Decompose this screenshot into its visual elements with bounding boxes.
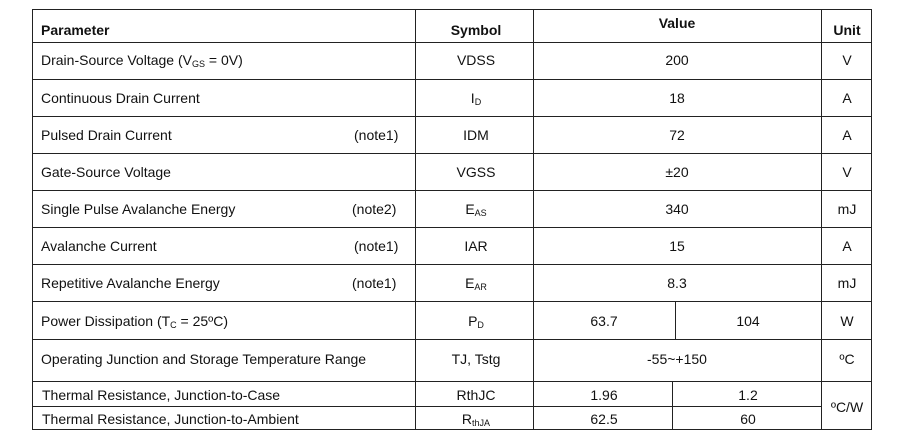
symbol-eas: EAS — [465, 201, 487, 218]
value-vdss: 200 — [665, 52, 689, 68]
header-unit: Unit — [833, 22, 861, 38]
param-repetitive-avalanche-energy: Repetitive Avalanche Energy — [41, 275, 220, 291]
unit-iar: A — [842, 238, 852, 254]
header-parameter: Parameter — [41, 22, 110, 38]
value-id: 18 — [669, 90, 685, 106]
header-symbol: Symbol — [450, 22, 502, 38]
row-divider — [32, 153, 872, 154]
value-rthjc-b: 1.2 — [738, 387, 758, 403]
param-avalanche-current: Avalanche Current — [41, 238, 157, 254]
symbol-id: ID — [470, 90, 482, 107]
symbol-iar: IAR — [464, 238, 488, 254]
table-border — [32, 9, 33, 430]
symbol-rthjc: RthJC — [456, 387, 496, 403]
param-gate-source-voltage: Gate-Source Voltage — [41, 164, 171, 180]
symbol-idm: IDM — [463, 127, 489, 143]
value-pd-b: 104 — [736, 313, 760, 329]
row-divider — [32, 116, 872, 117]
column-divider — [821, 9, 822, 430]
note-pulsed-drain-current: (note1) — [354, 127, 399, 143]
unit-thermal-resistance: ºC/W — [830, 399, 864, 415]
param-pulsed-drain-current: Pulsed Drain Current — [41, 127, 172, 143]
symbol-pd: PD — [468, 313, 484, 330]
unit-idm: A — [842, 127, 852, 143]
value-eas: 340 — [665, 201, 689, 217]
param-thermal-resistance-case: Thermal Resistance, Junction-to-Case — [42, 387, 281, 403]
note-avalanche-current: (note1) — [354, 238, 399, 254]
symbol-rthja: RthJA — [461, 411, 491, 428]
row-divider — [32, 339, 872, 340]
param-continuous-drain-current: Continuous Drain Current — [41, 90, 200, 106]
value-rthja-a: 62.5 — [590, 411, 618, 427]
column-divider — [415, 9, 416, 430]
note-single-pulse-avalanche-energy: (note2) — [352, 201, 397, 217]
param-operating-temperature-range: Operating Junction and Storage Temperatu… — [41, 351, 367, 367]
row-divider — [32, 406, 821, 407]
symbol-ear: EAR — [465, 275, 487, 292]
row-divider — [32, 190, 872, 191]
row-divider — [32, 227, 872, 228]
value-tj-tstg: -55~+150 — [647, 351, 707, 367]
value-ear: 8.3 — [667, 275, 687, 291]
value-iar: 15 — [669, 238, 685, 254]
unit-eas: mJ — [837, 201, 857, 217]
ratings-table: Parameter Symbol Value Unit Drain-Source… — [32, 9, 872, 430]
header-value: Value — [658, 15, 696, 31]
param-drain-source-voltage: Drain-Source Voltage (VGS = 0V) — [41, 52, 243, 69]
row-divider — [32, 381, 872, 382]
table-border — [32, 429, 872, 430]
param-power-dissipation: Power Dissipation (TC = 25ºC) — [41, 313, 229, 330]
value-pd-a: 63.7 — [590, 313, 618, 329]
table-border — [871, 9, 872, 430]
unit-ear: mJ — [837, 275, 857, 291]
row-divider — [32, 79, 872, 80]
row-divider — [32, 42, 872, 43]
note-repetitive-avalanche-energy: (note1) — [352, 275, 397, 291]
value-idm: 72 — [669, 127, 685, 143]
table-border — [32, 9, 872, 10]
unit-tj-tstg: ºC — [839, 351, 855, 367]
unit-vgss: V — [842, 164, 852, 180]
symbol-vdss: VDSS — [456, 52, 496, 68]
value-vgss: ±20 — [665, 164, 689, 180]
value-rthja-b: 60 — [740, 411, 756, 427]
unit-vdss: V — [842, 52, 852, 68]
value-split-divider — [672, 381, 673, 430]
row-divider — [32, 301, 872, 302]
unit-id: A — [842, 90, 852, 106]
param-thermal-resistance-ambient: Thermal Resistance, Junction-to-Ambient — [42, 411, 299, 427]
symbol-vgss: VGSS — [456, 164, 496, 180]
row-divider — [32, 264, 872, 265]
value-rthjc-a: 1.96 — [590, 387, 618, 403]
param-single-pulse-avalanche-energy: Single Pulse Avalanche Energy — [41, 201, 236, 217]
value-split-divider — [675, 301, 676, 339]
unit-pd: W — [840, 313, 854, 329]
symbol-tj-tstg: TJ, Tstg — [451, 351, 501, 367]
column-divider — [533, 9, 534, 430]
